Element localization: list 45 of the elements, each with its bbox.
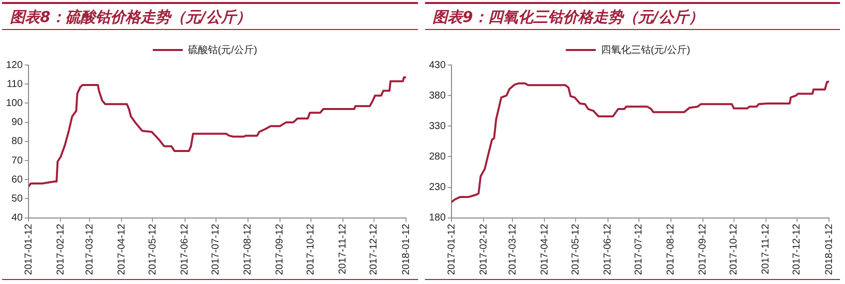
y-tick-label: 100 [6,98,24,109]
x-tick-label: 2017-11-12 [338,223,349,274]
x-tick-label: 2017-11-12 [760,223,772,274]
y-tick-label: 180 [428,212,446,224]
y-tick-label: 430 [428,60,446,71]
y-tick-label: 330 [428,120,446,132]
chart-title: 图表8：硫酸钴价格走势（元/公斤） [10,7,251,27]
x-tick-label: 2017-05-12 [570,223,581,276]
legend-label: 四氧化三钴(元/公斤) [600,44,690,56]
y-tick-label: 60 [12,174,24,186]
chart-title: 图表9：四氧化三钴价格走势（元/公斤） [432,7,704,27]
x-tick-label: 2017-01-12 [446,223,457,276]
x-tick-label: 2017-12-12 [791,223,802,276]
x-tick-label: 2017-06-12 [180,223,191,276]
y-tick-label: 90 [12,117,24,128]
y-tick-label: 380 [428,90,446,102]
x-tick-label: 2017-05-12 [147,223,158,276]
x-tick-label: 2017-03-12 [506,223,518,276]
x-tick-label: 2017-07-12 [633,223,644,276]
y-tick-label: 280 [428,151,446,162]
x-tick-label: 2018-01-12 [400,223,412,276]
legend-label: 硫酸钴(元/公斤) [188,44,258,56]
y-tick-label: 40 [12,212,24,224]
x-tick-label: 2017-08-12 [665,223,676,276]
y-tick-label: 120 [6,60,24,71]
y-tick-label: 80 [12,136,24,148]
x-tick-label: 2017-10-12 [306,223,317,276]
x-tick-label: 2017-06-12 [602,223,614,276]
x-tick-label: 2017-12-12 [368,223,380,276]
x-tick-label: 2017-01-12 [23,223,34,276]
x-tick-label: 2018-01-12 [823,223,834,276]
y-tick-label: 70 [12,155,24,166]
x-tick-label: 2017-10-12 [728,223,740,276]
x-tick-label: 2017-02-12 [478,223,489,276]
y-tick-label: 50 [12,193,24,204]
x-tick-label: 2017-04-12 [538,223,550,276]
x-tick-label: 2017-07-12 [210,223,222,276]
x-tick-label: 2017-08-12 [242,223,254,276]
x-tick-label: 2017-09-12 [697,223,708,276]
x-tick-label: 2017-04-12 [116,223,128,276]
y-tick-label: 110 [6,78,24,90]
y-tick-label: 230 [428,182,446,194]
x-tick-label: 2017-09-12 [274,223,286,276]
x-tick-label: 2017-03-12 [84,223,96,276]
x-tick-label: 2017-02-12 [55,223,66,276]
